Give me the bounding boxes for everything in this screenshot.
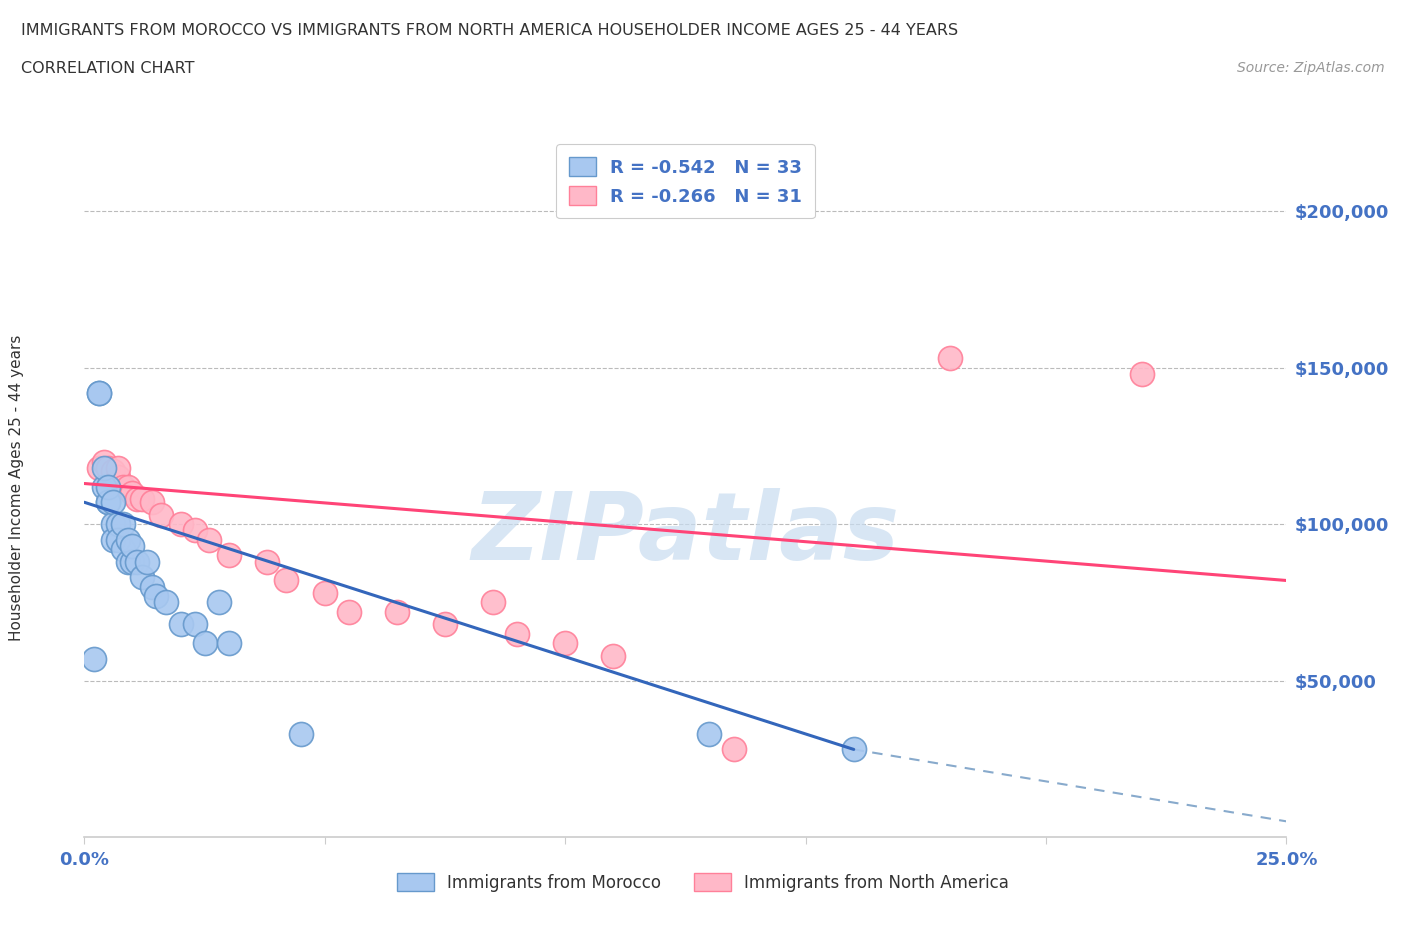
Point bbox=[103, 532, 125, 547]
Point bbox=[699, 726, 721, 741]
Point bbox=[87, 460, 110, 475]
Point bbox=[93, 460, 115, 475]
Point bbox=[256, 554, 278, 569]
Point bbox=[135, 554, 157, 569]
Point bbox=[83, 651, 105, 666]
Point bbox=[150, 508, 173, 523]
Point bbox=[103, 479, 125, 494]
Point bbox=[117, 479, 139, 494]
Point bbox=[141, 495, 163, 510]
Text: Householder Income Ages 25 - 44 years: Householder Income Ages 25 - 44 years bbox=[10, 335, 24, 642]
Point bbox=[107, 460, 129, 475]
Point bbox=[127, 554, 149, 569]
Point bbox=[93, 479, 115, 494]
Point bbox=[111, 479, 134, 494]
Point bbox=[842, 742, 865, 757]
Point bbox=[97, 495, 120, 510]
Point bbox=[314, 586, 336, 601]
Point bbox=[107, 517, 129, 532]
Point bbox=[103, 463, 125, 478]
Point bbox=[131, 570, 153, 585]
Point bbox=[97, 460, 120, 475]
Point bbox=[218, 548, 240, 563]
Point bbox=[127, 492, 149, 507]
Point bbox=[482, 595, 505, 610]
Point bbox=[276, 573, 298, 588]
Point bbox=[218, 635, 240, 650]
Point bbox=[184, 617, 207, 631]
Point bbox=[107, 532, 129, 547]
Point bbox=[117, 532, 139, 547]
Text: ZIPatlas: ZIPatlas bbox=[471, 488, 900, 580]
Point bbox=[155, 595, 177, 610]
Point bbox=[103, 517, 125, 532]
Point bbox=[337, 604, 360, 619]
Legend: Immigrants from Morocco, Immigrants from North America: Immigrants from Morocco, Immigrants from… bbox=[391, 867, 1015, 898]
Point bbox=[194, 635, 217, 650]
Point bbox=[169, 617, 191, 631]
Point bbox=[107, 470, 129, 485]
Point bbox=[1130, 366, 1153, 381]
Point bbox=[554, 635, 576, 650]
Point bbox=[117, 554, 139, 569]
Point bbox=[145, 589, 167, 604]
Point bbox=[93, 454, 115, 469]
Point bbox=[385, 604, 408, 619]
Point bbox=[723, 742, 745, 757]
Point bbox=[141, 579, 163, 594]
Point bbox=[434, 617, 457, 631]
Text: Source: ZipAtlas.com: Source: ZipAtlas.com bbox=[1237, 61, 1385, 75]
Text: CORRELATION CHART: CORRELATION CHART bbox=[21, 61, 194, 76]
Point bbox=[103, 495, 125, 510]
Point bbox=[97, 479, 120, 494]
Point bbox=[290, 726, 312, 741]
Point bbox=[97, 495, 120, 510]
Point bbox=[131, 492, 153, 507]
Point bbox=[121, 554, 143, 569]
Text: IMMIGRANTS FROM MOROCCO VS IMMIGRANTS FROM NORTH AMERICA HOUSEHOLDER INCOME AGES: IMMIGRANTS FROM MOROCCO VS IMMIGRANTS FR… bbox=[21, 23, 959, 38]
Point bbox=[121, 538, 143, 553]
Point bbox=[121, 485, 143, 500]
Point bbox=[184, 523, 207, 538]
Point bbox=[111, 517, 134, 532]
Point bbox=[602, 648, 624, 663]
Point bbox=[939, 351, 962, 365]
Legend: R = -0.542   N = 33, R = -0.266   N = 31: R = -0.542 N = 33, R = -0.266 N = 31 bbox=[557, 144, 814, 219]
Point bbox=[87, 385, 110, 400]
Point bbox=[111, 542, 134, 557]
Point bbox=[198, 532, 221, 547]
Point bbox=[208, 595, 231, 610]
Point bbox=[87, 385, 110, 400]
Point bbox=[506, 626, 529, 641]
Point bbox=[169, 517, 191, 532]
